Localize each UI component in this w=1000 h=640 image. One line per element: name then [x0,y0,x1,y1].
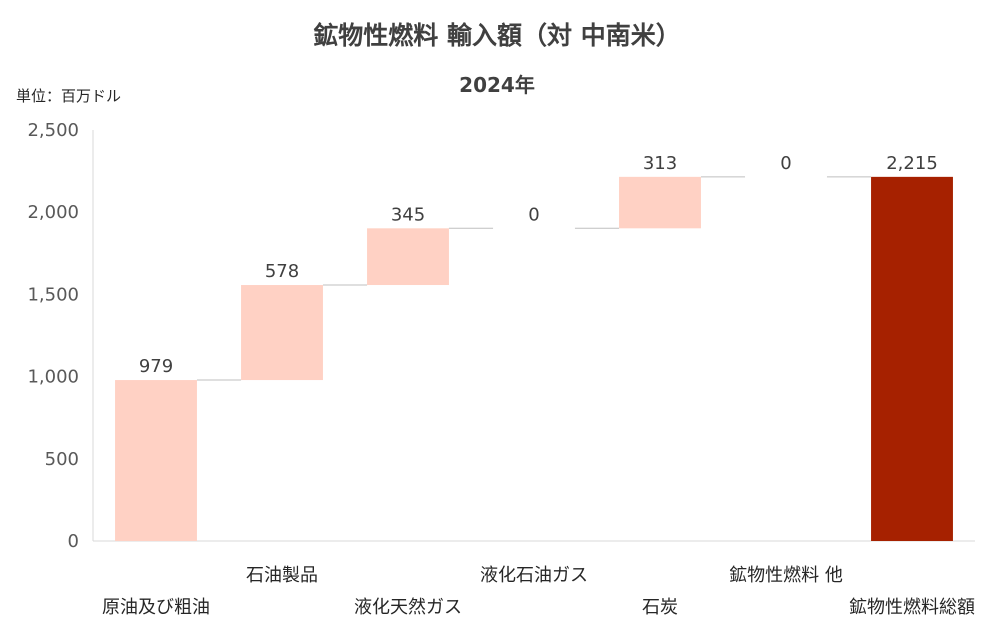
y-tick-label: 500 [45,449,79,470]
x-category-label: 鉱物性燃料総額 [849,597,975,618]
y-tick-label: 1,000 [27,367,79,388]
x-category-label: 石油製品 [246,565,318,586]
chart-title: 鉱物性燃料 輸入額（対 中南米） [313,21,680,50]
total-bar [871,176,953,541]
y-tick-label: 0 [68,531,79,552]
data-label: 578 [265,261,299,282]
data-label: 2,215 [886,153,938,174]
waterfall-bar [241,285,323,381]
data-label: 313 [643,153,677,174]
x-category-label: 液化天然ガス [354,597,462,618]
waterfall-bar [619,176,701,229]
y-tick-label: 1,500 [27,284,79,305]
unit-label: 単位：百万ドル [16,87,121,105]
waterfall-bar [115,380,197,541]
waterfall-bar [367,228,449,286]
y-tick-label: 2,500 [27,120,79,141]
y-tick-label: 2,000 [27,202,79,223]
x-category-label: 石炭 [642,597,678,618]
x-category-label: 液化石油ガス [480,565,588,586]
data-label: 345 [391,204,425,225]
x-category-label: 鉱物性燃料 他 [729,565,843,586]
data-label: 0 [528,204,539,225]
x-category-label: 原油及び粗油 [102,597,210,618]
chart-subtitle: 2024年 [459,73,535,97]
data-label: 0 [780,153,791,174]
data-label: 979 [139,356,173,377]
